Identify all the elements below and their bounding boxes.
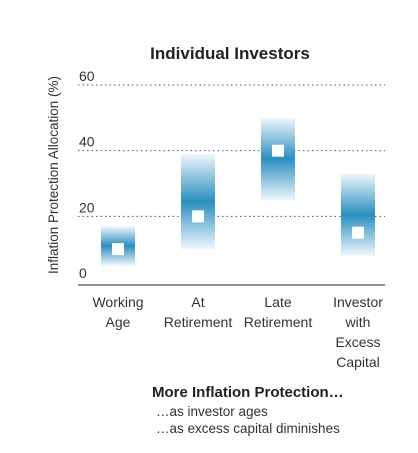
category-label-3: Late Retirement — [244, 294, 313, 330]
gridlines — [78, 84, 385, 217]
y-tick-labels: 0 20 40 60 — [79, 68, 95, 281]
annotation-block: More Inflation Protection… …as investor … — [152, 383, 412, 437]
point-marker-3 — [272, 144, 284, 157]
annotation-line-2: …as excess capital diminishes — [156, 421, 340, 436]
y-tick-60: 60 — [79, 68, 95, 84]
y-axis-label: Inflation Protection Allocation (%) — [46, 76, 61, 274]
point-marker-2 — [192, 210, 204, 223]
y-tick-20: 20 — [79, 199, 95, 215]
category-label-1: Working Age — [92, 294, 143, 330]
range-bar-2 — [181, 153, 215, 250]
category-label-2: At Retirement — [164, 294, 233, 330]
point-marker-1 — [112, 243, 124, 256]
range-bars — [101, 117, 375, 266]
range-bar-4 — [341, 173, 375, 256]
y-tick-0: 0 — [79, 265, 87, 281]
range-bar-3 — [261, 117, 295, 200]
annotation-line-1: …as investor ages — [156, 404, 268, 419]
category-labels: Working Age At Retirement Late Retirement Inve… — [92, 294, 383, 370]
chart-title: Individual Investors — [150, 44, 310, 63]
y-tick-40: 40 — [79, 134, 95, 150]
annotation-heading: More Inflation Protection… — [152, 384, 344, 401]
point-marker-4 — [352, 226, 364, 239]
category-label-4: Investor with Excess Capital — [333, 294, 383, 370]
